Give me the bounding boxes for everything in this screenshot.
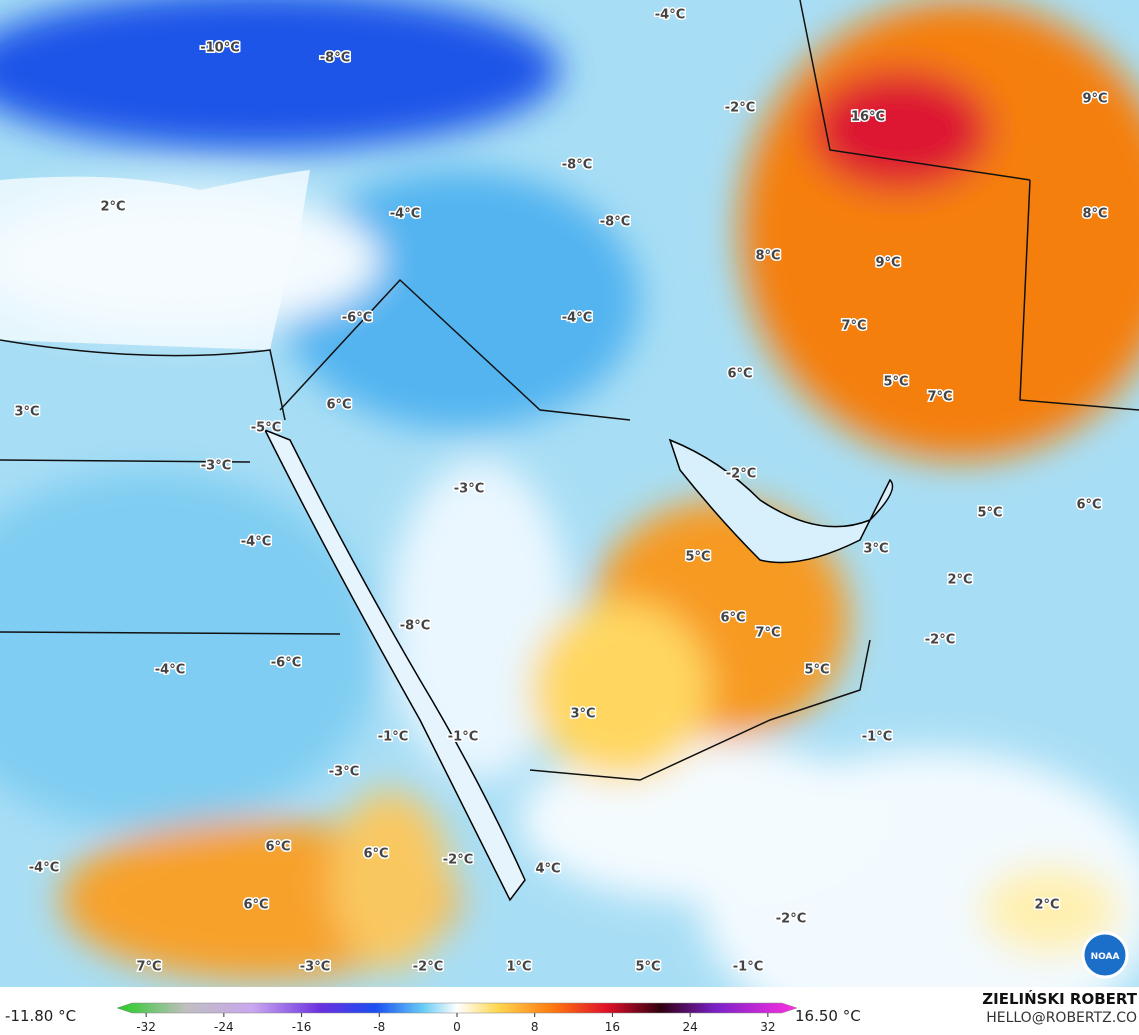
temp-label: 8°C <box>755 249 780 264</box>
colorbar-tick-label: -32 <box>136 1020 156 1034</box>
temp-label: -4°C <box>390 207 420 222</box>
temp-label: -1°C <box>378 730 408 745</box>
temp-label: 6°C <box>363 847 388 862</box>
colorbar-tick-label: 16 <box>605 1020 620 1034</box>
temp-label: 4°C <box>535 862 560 877</box>
temp-label: -8°C <box>320 51 350 66</box>
colorbar-tick-label: -8 <box>373 1020 385 1034</box>
temperature-labels: -10°C -8°C -4°C -2°C 16°C 9°C 2°C -4°C -8°C -8°C 8… <box>13 6 1109 976</box>
temp-label: -3°C <box>454 482 484 497</box>
temp-label: -6°C <box>342 311 372 326</box>
temp-label: 9°C <box>875 256 900 271</box>
temp-label: -8°C <box>400 619 430 634</box>
temp-label: 5°C <box>977 506 1002 521</box>
temp-label: -4°C <box>155 663 185 678</box>
temp-label: -8°C <box>600 215 630 230</box>
colorbar: -11.80 °C 16.50 °C -32 -24 -16 -8 0 8 16 24 32 <box>5 1002 861 1034</box>
temp-label: 3°C <box>570 707 595 722</box>
colorbar-tick-label: 0 <box>453 1020 461 1034</box>
temp-label: 6°C <box>720 611 745 626</box>
temp-label: -4°C <box>241 535 271 550</box>
temp-label: -4°C <box>655 8 685 23</box>
min-label: -11.80 °C <box>5 1007 76 1025</box>
temp-label: -3°C <box>201 459 231 474</box>
temp-label: 5°C <box>635 960 660 975</box>
temp-label: 2°C <box>1034 898 1059 913</box>
temp-label: 6°C <box>326 398 351 413</box>
temp-label: -2°C <box>725 101 755 116</box>
temp-label: 9°C <box>1082 92 1107 107</box>
temp-label: -6°C <box>271 656 301 671</box>
temp-label: -1°C <box>733 960 763 975</box>
temp-label: -4°C <box>29 861 59 876</box>
temp-label: 3°C <box>14 405 39 420</box>
temp-label: -1°C <box>862 730 892 745</box>
colorbar-tick-label: 8 <box>531 1020 539 1034</box>
temp-label: 6°C <box>243 898 268 913</box>
logo-text: NOAA <box>1091 952 1120 962</box>
temp-label: 1°C <box>506 960 531 975</box>
colorbar-tick-label: -16 <box>292 1020 312 1034</box>
noaa-logo <box>1081 931 1129 979</box>
temp-label: 6°C <box>1076 498 1101 513</box>
temp-label: -4°C <box>562 311 592 326</box>
temp-label: -1°C <box>448 730 478 745</box>
colorbar-tick-label: 32 <box>760 1020 775 1034</box>
colorbar-bar <box>116 1002 798 1014</box>
temp-label: 2°C <box>947 573 972 588</box>
temp-label: 8°C <box>1082 207 1107 222</box>
temp-label: 6°C <box>727 367 752 382</box>
colorbar-tick-label: -24 <box>214 1020 234 1034</box>
temp-label: 5°C <box>883 375 908 390</box>
credit-email: HELLO@ROBERTZ.CO <box>986 1010 1137 1026</box>
temp-label: 16°C <box>851 110 885 125</box>
temp-label: -3°C <box>300 960 330 975</box>
temp-label: -2°C <box>443 853 473 868</box>
temp-label: -10°C <box>200 41 240 56</box>
temp-label: 7°C <box>927 390 952 405</box>
max-label: 16.50 °C <box>795 1007 861 1025</box>
temp-label: 5°C <box>685 550 710 565</box>
temp-label: 3°C <box>863 542 888 557</box>
temp-label: -3°C <box>329 765 359 780</box>
temp-label: 5°C <box>804 663 829 678</box>
temp-label: 7°C <box>755 626 780 641</box>
temp-label: -2°C <box>776 912 806 927</box>
temp-label: 6°C <box>265 840 290 855</box>
temp-label: 7°C <box>136 960 161 975</box>
temp-label: -5°C <box>251 421 281 436</box>
credit-name: ZIELIŃSKI ROBERT <box>982 989 1137 1008</box>
temp-label: 7°C <box>841 319 866 334</box>
temp-label: -8°C <box>562 158 592 173</box>
temp-label: -2°C <box>925 633 955 648</box>
colorbar-tick-label: 24 <box>683 1020 698 1034</box>
temp-label: -2°C <box>413 960 443 975</box>
temp-label: -2°C <box>726 467 756 482</box>
temp-label: 2°C <box>100 200 125 215</box>
